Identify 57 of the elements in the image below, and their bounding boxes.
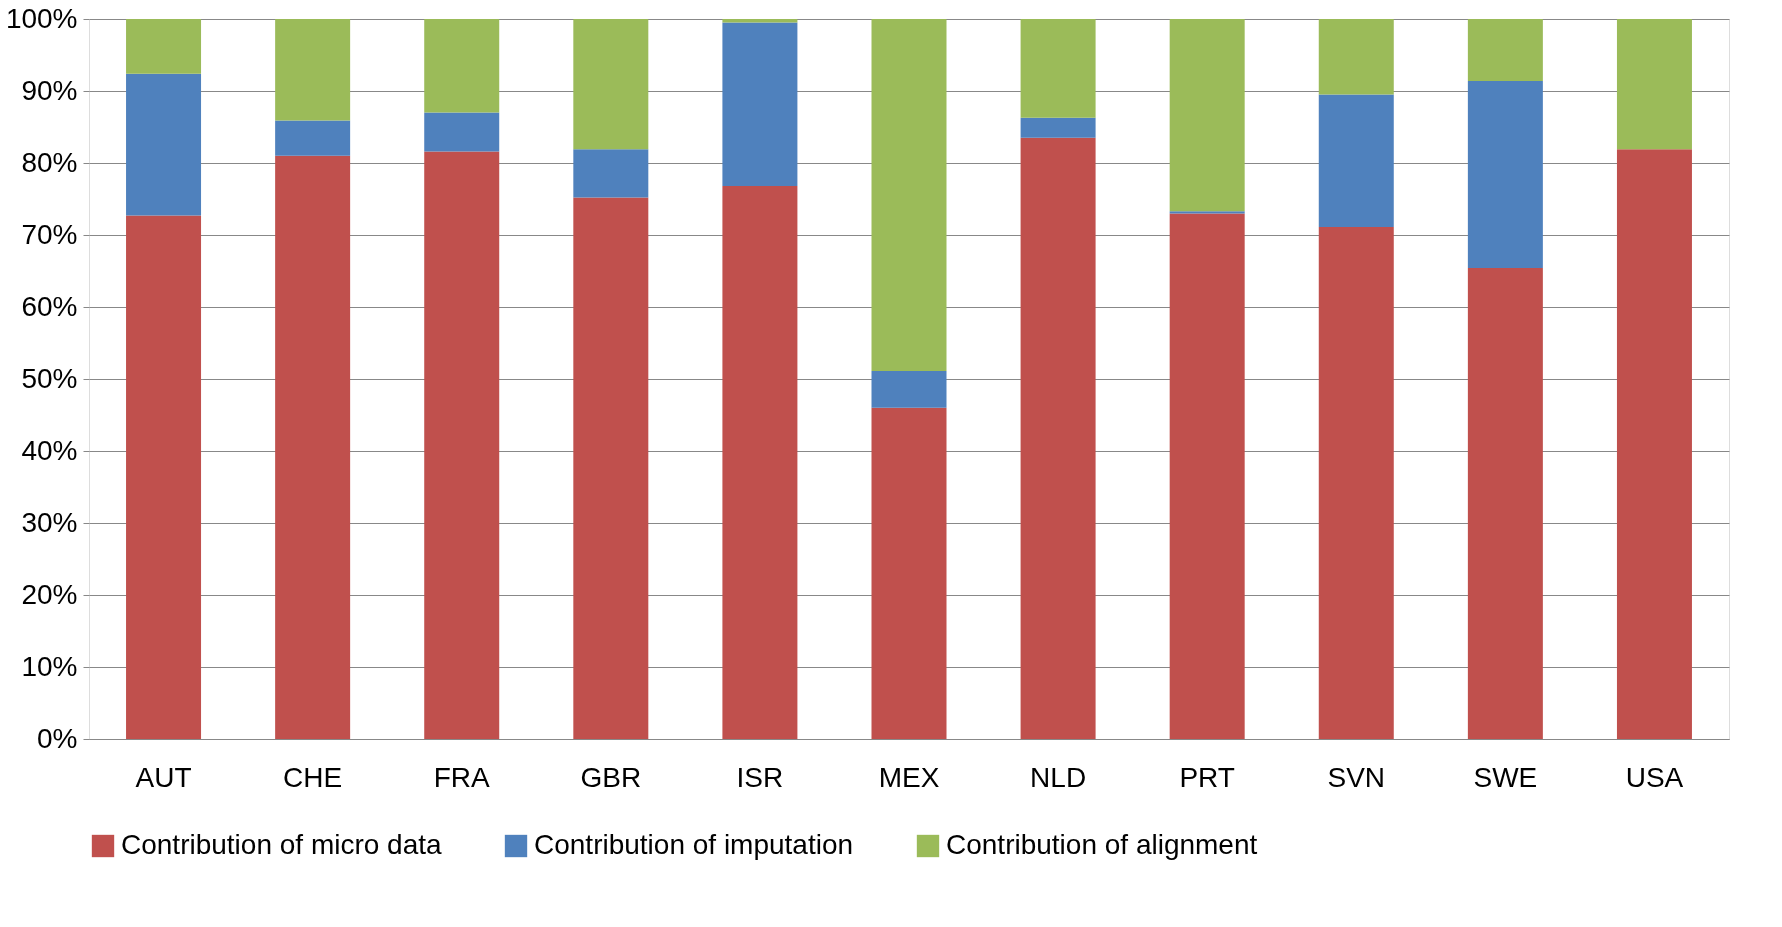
bar: [424, 151, 500, 739]
bar: [1318, 19, 1394, 95]
bar: [1467, 268, 1543, 739]
bar: [275, 120, 351, 156]
bar: [871, 19, 947, 372]
y-tick-label: 0%: [37, 722, 78, 754]
x-tick-label: PRT: [1179, 761, 1235, 793]
y-tick-label: 60%: [21, 290, 78, 322]
bar: [573, 197, 649, 739]
x-tick-label: CHE: [283, 761, 343, 793]
x-tick-label: ISR: [736, 761, 784, 793]
legend-label: Contribution of micro data: [121, 829, 443, 860]
bar: [1020, 137, 1096, 739]
bar: [126, 19, 202, 74]
bar: [573, 19, 649, 150]
y-tick-label: 20%: [21, 578, 78, 610]
x-tick-label: SVN: [1327, 761, 1386, 793]
bar: [1020, 117, 1096, 138]
bar: [1318, 94, 1394, 228]
bar: [573, 149, 649, 198]
y-tick-label: 90%: [21, 74, 78, 106]
legend-label: Contribution of alignment: [946, 829, 1258, 860]
bar: [1616, 149, 1692, 739]
x-tick-label: MEX: [878, 761, 940, 793]
bar: [1318, 227, 1394, 739]
bar: [275, 155, 351, 739]
y-tick-label: 10%: [21, 650, 78, 682]
x-tick-label: SWE: [1473, 761, 1538, 793]
bar: [126, 215, 202, 739]
legend-label: Contribution of imputation: [534, 829, 854, 860]
bar: [1020, 19, 1096, 118]
y-tick-label: 70%: [21, 218, 78, 250]
y-tick-label: 80%: [21, 146, 78, 178]
y-tick-label: 40%: [21, 434, 78, 466]
bar: [722, 186, 798, 739]
y-tick-label: 100%: [5, 2, 78, 34]
x-tick-label: FRA: [433, 761, 491, 793]
bar: [1467, 19, 1543, 81]
x-tick-label: AUT: [135, 761, 192, 793]
bar: [126, 73, 202, 216]
bar: [1616, 19, 1692, 150]
bar: [275, 19, 351, 121]
bar: [1169, 213, 1245, 739]
bar: [424, 112, 500, 152]
x-tick-label: USA: [1625, 761, 1684, 793]
bar: [871, 371, 947, 408]
bar: [1169, 211, 1245, 214]
bar: [1467, 80, 1543, 269]
y-tick-label: 30%: [21, 506, 78, 538]
bar: [722, 19, 798, 23]
bar: [1169, 19, 1245, 212]
bar: [871, 407, 947, 739]
x-tick-label: GBR: [580, 761, 642, 793]
bar: [424, 19, 500, 113]
bar: [722, 22, 798, 187]
y-tick-label: 50%: [21, 362, 78, 394]
x-tick-label: NLD: [1030, 761, 1087, 793]
